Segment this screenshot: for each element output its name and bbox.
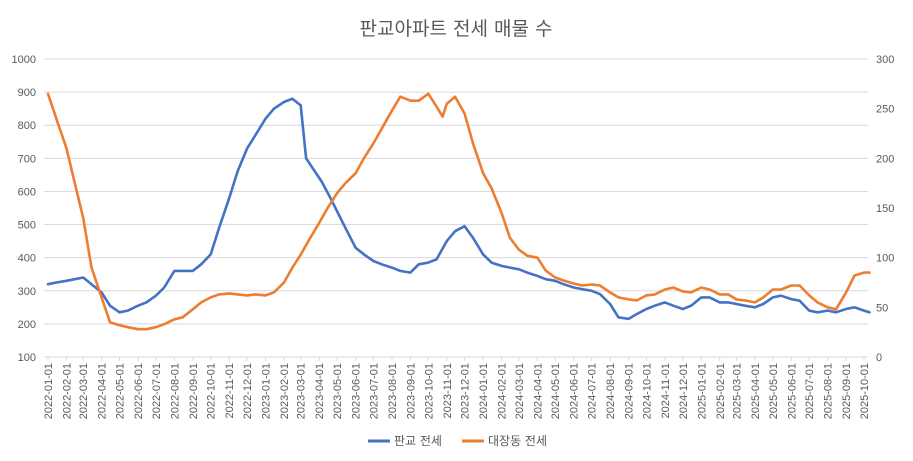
- x-tick-label: 2024-10-01: [641, 363, 653, 419]
- x-tick-label: 2022-03-01: [78, 363, 90, 419]
- gridlines: [44, 58, 868, 358]
- x-tick-label: 2023-10-01: [423, 363, 435, 419]
- x-tick-label: 2023-02-01: [279, 363, 291, 419]
- y-tick-label-right: 200: [876, 153, 894, 165]
- y-tick-label-left: 700: [18, 153, 36, 165]
- y-tick-label-left: 900: [18, 87, 36, 99]
- y-tick-label-left: 800: [18, 120, 36, 132]
- x-axis: 2022-01-01 2022-02-01 2022-03-01 2022-04-01…: [43, 357, 871, 419]
- series-lines: [46, 92, 871, 331]
- x-tick-label: 2024-06-01: [569, 363, 581, 419]
- x-tick-label: 2022-09-01: [188, 363, 200, 419]
- y-tick-label-left: 600: [18, 186, 36, 198]
- x-tick-label: 2024-07-01: [587, 363, 599, 419]
- x-tick-label: 2025-05-01: [768, 363, 780, 419]
- x-tick-label: 2022-07-01: [151, 363, 163, 419]
- x-tick-label: 2025-09-01: [841, 363, 853, 419]
- x-tick-label: 2024-12-01: [678, 363, 690, 419]
- x-tick-label: 2025-06-01: [786, 363, 798, 419]
- y-tick-label-right: 0: [876, 352, 882, 364]
- legend-label-series-1: 판교 전세: [394, 434, 442, 448]
- x-tick-label: 2024-09-01: [624, 363, 636, 419]
- x-tick-label: 2024-03-01: [514, 363, 526, 419]
- y-tick-label-right: 50: [876, 302, 888, 314]
- x-tick-label: 2025-02-01: [715, 363, 727, 419]
- legend-label-series-2: 대장동 전세: [488, 434, 547, 448]
- x-tick-label: 2022-01-01: [43, 363, 55, 419]
- x-tick-label: 2023-07-01: [368, 363, 380, 419]
- x-tick-label: 2024-02-01: [497, 363, 509, 419]
- y-axis-right: 0 50 100 150 200 250 300: [876, 54, 894, 364]
- x-tick-label: 2023-06-01: [351, 363, 363, 419]
- x-tick-label: 2024-11-01: [660, 363, 672, 418]
- x-tick-label: 2023-09-01: [405, 363, 417, 419]
- y-tick-label-left: 500: [18, 220, 36, 232]
- x-tick-label: 2025-07-01: [804, 363, 816, 419]
- x-tick-label: 2022-08-01: [169, 363, 181, 419]
- x-tick-label: 2023-05-01: [332, 363, 344, 419]
- x-tick-label: 2023-03-01: [296, 363, 308, 419]
- y-tick-label-left: 1000: [12, 54, 36, 66]
- y-tick-label-right: 100: [876, 253, 894, 265]
- chart-title: 판교아파트 전세 매물 수: [360, 18, 553, 40]
- x-tick-label: 2022-10-01: [206, 363, 218, 419]
- y-axis-left: 100 200 300 400 500 600 700 800 900 1000: [12, 54, 36, 364]
- x-tick-label: 2023-01-01: [261, 363, 273, 419]
- x-tick-label: 2022-06-01: [133, 363, 145, 419]
- x-tick-label: 2022-11-01: [224, 363, 236, 418]
- x-tick-label: 2025-04-01: [750, 363, 762, 419]
- y-tick-label-left: 200: [18, 319, 36, 331]
- x-tick-label: 2022-02-01: [61, 363, 73, 419]
- x-tick-label: 2025-10-01: [859, 363, 871, 419]
- x-tick-label: 2024-05-01: [550, 363, 562, 419]
- x-tick-label: 2024-08-01: [605, 363, 617, 419]
- y-tick-label-right: 300: [876, 54, 894, 66]
- x-tick-label: 2022-04-01: [97, 363, 109, 419]
- y-tick-label-right: 150: [876, 203, 894, 215]
- x-tick-label: 2025-01-01: [696, 363, 708, 419]
- series-line-1: [46, 97, 871, 321]
- x-tick-label: 2023-11-01: [442, 363, 454, 418]
- series-line-2: [46, 92, 871, 331]
- y-tick-label-right: 250: [876, 104, 894, 116]
- x-tick-label: 2025-03-01: [731, 363, 743, 419]
- x-tick-label: 2024-01-01: [478, 363, 490, 419]
- x-tick-label: 2023-04-01: [314, 363, 326, 419]
- x-tick-label: 2025-08-01: [823, 363, 835, 419]
- y-tick-label-left: 100: [18, 352, 36, 364]
- y-tick-label-left: 400: [18, 253, 36, 265]
- x-tick-label: 2023-12-01: [460, 363, 472, 419]
- x-tick-label: 2022-05-01: [115, 363, 127, 419]
- x-tick-label: 2023-08-01: [387, 363, 399, 419]
- legend: 판교 전세 대장동 전세: [368, 434, 547, 448]
- x-tick-label: 2024-04-01: [532, 363, 544, 419]
- x-tick-label: 2022-12-01: [242, 363, 254, 419]
- y-tick-label-left: 300: [18, 286, 36, 298]
